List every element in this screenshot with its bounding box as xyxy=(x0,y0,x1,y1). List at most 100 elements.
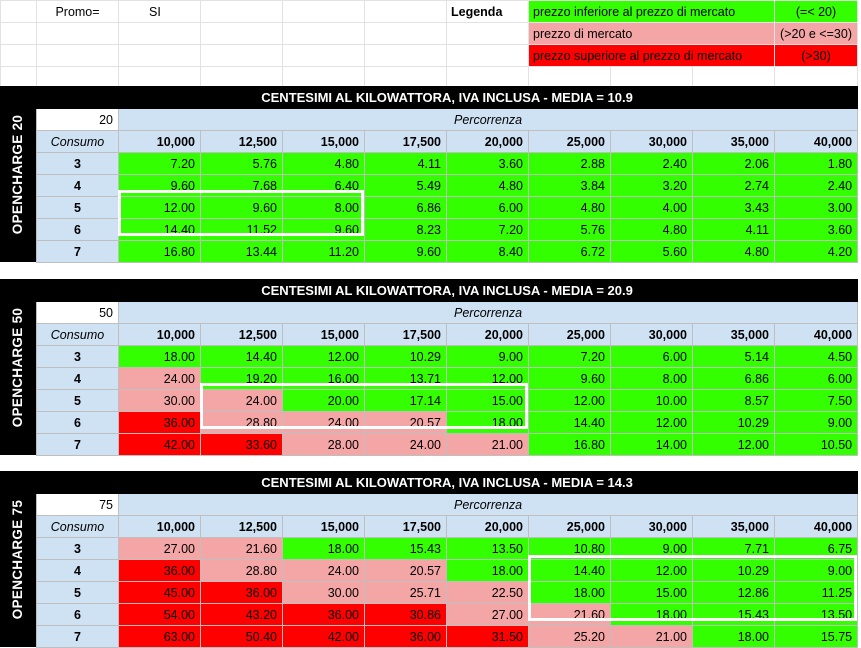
price-value-cell[interactable]: 9.00 xyxy=(610,537,693,560)
price-value-cell[interactable]: 21.00 xyxy=(610,625,693,648)
price-value-cell[interactable]: 31.50 xyxy=(446,625,529,648)
price-value-cell[interactable]: 4.80 xyxy=(610,218,693,241)
price-value-cell[interactable]: 11.52 xyxy=(200,218,283,241)
price-value-cell[interactable]: 8.40 xyxy=(446,240,529,263)
column-header[interactable]: 30,000 xyxy=(610,323,693,346)
price-value-cell[interactable]: 3.00 xyxy=(773,196,859,219)
price-value-cell[interactable]: 9.00 xyxy=(446,345,529,368)
price-value-cell[interactable]: 30.86 xyxy=(364,603,447,626)
legend-title[interactable]: Legenda xyxy=(446,0,529,23)
column-header[interactable]: 10,000 xyxy=(118,515,201,538)
price-value-cell[interactable]: 10.80 xyxy=(528,537,611,560)
price-value-cell[interactable]: 11.25 xyxy=(773,581,859,604)
price-value-cell[interactable]: 13.71 xyxy=(364,367,447,390)
price-value-cell[interactable]: 6.00 xyxy=(610,345,693,368)
price-value-cell[interactable]: 2.40 xyxy=(610,152,693,175)
consumo-cell[interactable]: 6 xyxy=(36,218,119,241)
price-value-cell[interactable]: 2.06 xyxy=(692,152,775,175)
price-value-cell[interactable]: 30.00 xyxy=(118,389,201,412)
consumo-cell[interactable]: 5 xyxy=(36,389,119,412)
price-value-cell[interactable]: 27.00 xyxy=(446,603,529,626)
column-header[interactable]: 20,000 xyxy=(446,130,529,153)
price-value-cell[interactable]: 10.50 xyxy=(773,433,859,456)
price-value-cell[interactable]: 8.00 xyxy=(282,196,365,219)
price-value-cell[interactable]: 4.80 xyxy=(282,152,365,175)
price-value-cell[interactable]: 7.71 xyxy=(692,537,775,560)
price-value-cell[interactable]: 25.20 xyxy=(528,625,611,648)
price-value-cell[interactable]: 12.00 xyxy=(610,559,693,582)
price-value-cell[interactable]: 30.00 xyxy=(282,581,365,604)
price-value-cell[interactable]: 36.00 xyxy=(200,581,283,604)
price-value-cell[interactable]: 42.00 xyxy=(118,433,201,456)
block-title[interactable]: CENTESIMI AL KILOWATTORA, IVA INCLUSA - … xyxy=(35,471,859,494)
consumo-cell[interactable]: 5 xyxy=(36,581,119,604)
price-value-cell[interactable]: 14.40 xyxy=(528,559,611,582)
price-value-cell[interactable]: 13.44 xyxy=(200,240,283,263)
column-header[interactable]: 10,000 xyxy=(118,130,201,153)
price-value-cell[interactable]: 21.60 xyxy=(528,603,611,626)
price-value-cell[interactable]: 18.00 xyxy=(446,559,529,582)
price-value-cell[interactable]: 15.00 xyxy=(610,581,693,604)
price-value-cell[interactable]: 6.72 xyxy=(528,240,611,263)
consumo-cell[interactable]: 3 xyxy=(36,537,119,560)
price-cell[interactable]: 20 xyxy=(36,108,119,131)
percorrenza-label[interactable]: Percorrenza xyxy=(117,301,859,324)
column-header[interactable]: 40,000 xyxy=(773,515,859,538)
consumo-cell[interactable]: 5 xyxy=(36,196,119,219)
price-value-cell[interactable]: 24.00 xyxy=(118,367,201,390)
price-value-cell[interactable]: 18.00 xyxy=(610,603,693,626)
column-header[interactable]: 15,000 xyxy=(282,130,365,153)
column-header[interactable]: 40,000 xyxy=(773,130,859,153)
price-value-cell[interactable]: 54.00 xyxy=(118,603,201,626)
price-cell[interactable]: 75 xyxy=(36,493,119,516)
price-value-cell[interactable]: 10.29 xyxy=(692,411,775,434)
column-header[interactable]: 15,000 xyxy=(282,323,365,346)
column-header[interactable]: 25,000 xyxy=(528,130,611,153)
price-value-cell[interactable]: 5.49 xyxy=(364,174,447,197)
price-value-cell[interactable]: 12.00 xyxy=(446,367,529,390)
price-value-cell[interactable]: 6.00 xyxy=(446,196,529,219)
price-value-cell[interactable]: 18.00 xyxy=(528,581,611,604)
percorrenza-label[interactable]: Percorrenza xyxy=(117,108,859,131)
price-value-cell[interactable]: 10.29 xyxy=(692,559,775,582)
price-value-cell[interactable]: 2.74 xyxy=(692,174,775,197)
legend-pink-range[interactable]: (>20 e <=30) xyxy=(774,22,859,45)
consumo-cell[interactable]: 3 xyxy=(36,345,119,368)
price-value-cell[interactable]: 13.50 xyxy=(446,537,529,560)
consumo-cell[interactable]: 7 xyxy=(36,433,119,456)
price-value-cell[interactable]: 43.20 xyxy=(200,603,283,626)
price-value-cell[interactable]: 13.50 xyxy=(773,603,859,626)
price-value-cell[interactable]: 12.00 xyxy=(692,433,775,456)
column-header[interactable]: 17,500 xyxy=(364,515,447,538)
price-value-cell[interactable]: 20.57 xyxy=(364,559,447,582)
column-header[interactable]: 30,000 xyxy=(610,130,693,153)
price-value-cell[interactable]: 5.76 xyxy=(200,152,283,175)
price-value-cell[interactable]: 50.40 xyxy=(200,625,283,648)
price-value-cell[interactable]: 8.57 xyxy=(692,389,775,412)
price-value-cell[interactable]: 18.00 xyxy=(692,625,775,648)
price-value-cell[interactable]: 3.60 xyxy=(773,218,859,241)
price-value-cell[interactable]: 15.75 xyxy=(773,625,859,648)
price-value-cell[interactable]: 17.14 xyxy=(364,389,447,412)
price-value-cell[interactable]: 10.00 xyxy=(610,389,693,412)
price-value-cell[interactable]: 14.40 xyxy=(528,411,611,434)
price-value-cell[interactable]: 16.80 xyxy=(528,433,611,456)
price-value-cell[interactable]: 16.80 xyxy=(118,240,201,263)
price-value-cell[interactable]: 15.43 xyxy=(692,603,775,626)
consumo-cell[interactable]: 4 xyxy=(36,174,119,197)
price-value-cell[interactable]: 10.29 xyxy=(364,345,447,368)
price-value-cell[interactable]: 12.00 xyxy=(528,389,611,412)
price-value-cell[interactable]: 8.23 xyxy=(364,218,447,241)
price-cell[interactable]: 50 xyxy=(36,301,119,324)
price-value-cell[interactable]: 6.75 xyxy=(773,537,859,560)
column-header[interactable]: 20,000 xyxy=(446,515,529,538)
price-value-cell[interactable]: 9.60 xyxy=(282,218,365,241)
price-value-cell[interactable]: 14.00 xyxy=(610,433,693,456)
price-value-cell[interactable]: 14.40 xyxy=(118,218,201,241)
price-value-cell[interactable]: 4.80 xyxy=(692,240,775,263)
price-value-cell[interactable]: 18.00 xyxy=(446,411,529,434)
percorrenza-label[interactable]: Percorrenza xyxy=(117,493,859,516)
column-header[interactable]: 17,500 xyxy=(364,130,447,153)
price-value-cell[interactable]: 6.00 xyxy=(773,367,859,390)
price-value-cell[interactable]: 27.00 xyxy=(118,537,201,560)
